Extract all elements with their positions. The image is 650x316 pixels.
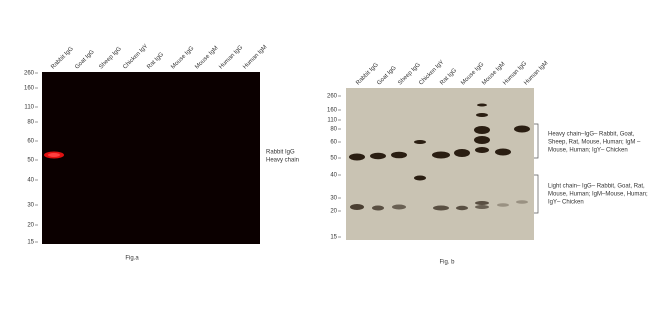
annotation: Mouse, Human; IgM–Mouse, Human; <box>548 192 648 198</box>
marker-label: 110 <box>24 105 34 111</box>
blot-b <box>346 88 534 240</box>
marker-label: 160 <box>24 86 35 92</box>
annotation: Mouse, Human; IgY– Chicken <box>548 148 628 154</box>
annotation: Heavy chain–IgG– Rabbit, Goat, <box>548 132 635 138</box>
annotation: Sheep, Rat, Mouse, Human; IgM – <box>548 140 641 146</box>
annotation: Light chain– IgG– Rabbit, Goat, Rat, <box>548 184 645 190</box>
marker-label: 60 <box>27 139 34 145</box>
marker-label: 160 <box>327 108 338 114</box>
caption: Fig. b <box>439 260 455 266</box>
marker-label: 15 <box>27 240 34 246</box>
annotation: Rabbit IgG <box>266 150 295 156</box>
marker-label: 40 <box>27 178 34 184</box>
marker-label: 30 <box>330 196 337 202</box>
marker-label: 30 <box>27 203 34 209</box>
marker-label: 15 <box>330 235 337 241</box>
marker-label: 80 <box>27 120 34 126</box>
marker-label: 50 <box>330 156 337 162</box>
marker-label: 260 <box>24 71 35 77</box>
annotation: Heavy chain <box>266 158 299 164</box>
marker-label: 20 <box>27 223 34 229</box>
caption: Fig.a <box>125 256 139 262</box>
blot-a <box>42 72 260 244</box>
marker-label: 110 <box>327 118 337 124</box>
marker-label: 260 <box>327 94 338 100</box>
marker-label: 20 <box>330 209 337 215</box>
marker-label: 60 <box>330 140 337 146</box>
bracket <box>534 174 539 214</box>
marker-label: 80 <box>330 127 337 133</box>
bands-b <box>349 103 530 211</box>
marker-label: 50 <box>27 158 34 164</box>
marker-label: 40 <box>330 173 337 179</box>
annotation: IgY– Chicken <box>548 200 584 206</box>
bracket <box>534 123 539 159</box>
band <box>48 153 60 157</box>
